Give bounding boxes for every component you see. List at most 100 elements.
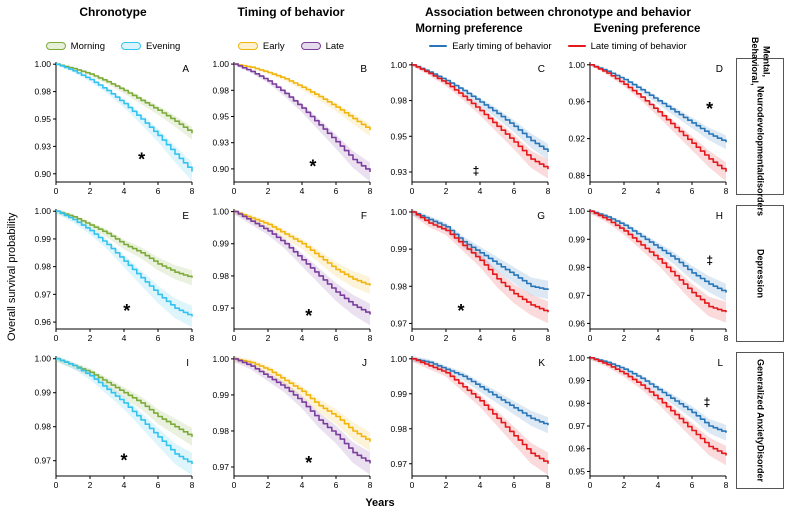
x-tick-label: 0 xyxy=(54,480,59,490)
series-band-early xyxy=(234,356,370,452)
legend-label: Evening xyxy=(145,40,181,52)
row-label-depression: Depression xyxy=(736,205,784,342)
x-tick-label: 6 xyxy=(334,186,339,196)
x-tick-label: 8 xyxy=(190,333,195,343)
x-tick-label: 0 xyxy=(54,186,59,196)
series-band-late-timing-of-behavior xyxy=(412,63,548,179)
subtitle-morning-preference: Morning preference xyxy=(415,22,523,35)
series-line-late-timing-of-behavior xyxy=(412,211,549,313)
x-tick-label: 2 xyxy=(444,186,449,196)
significance-marker: * xyxy=(305,453,312,473)
legend-item-late: Late xyxy=(300,40,345,52)
y-axis-label: Overall survival probability xyxy=(6,212,18,341)
x-tick-label: 2 xyxy=(444,333,449,343)
x-tick-label: 4 xyxy=(656,333,661,343)
panel-G-chart: 1.00 0.99 0.98 0.970 2 4 6 8 G * xyxy=(390,207,550,343)
x-tick-label: 2 xyxy=(622,480,627,490)
series-band-late xyxy=(234,63,370,182)
panel-letter: D xyxy=(716,64,723,75)
x-tick-label: 4 xyxy=(122,480,127,490)
series-line-late-timing-of-behavior xyxy=(590,210,727,313)
x-tick-label: 0 xyxy=(588,186,593,196)
x-tick-label: 0 xyxy=(232,186,237,196)
x-tick-label: 4 xyxy=(478,333,483,343)
series-band-evening xyxy=(56,356,192,476)
y-tick-label: 0.97 xyxy=(212,303,229,313)
panel-I-chart: 1.00 0.99 0.98 0.97 0 2 4 6 8 I * xyxy=(34,354,194,490)
significance-marker: ‡ xyxy=(473,164,480,178)
x-tick-label: 8 xyxy=(368,186,373,196)
series-band-late xyxy=(234,209,370,326)
series-line-late xyxy=(234,358,371,464)
panel-F-chart: 1.00 0.99 0.98 0.97 0 2 4 6 8 F * xyxy=(212,207,373,343)
y-tick-label: 1.00 xyxy=(34,206,51,216)
row-label-mental-behavioral: Mental, Behavioral, Neurodevelopmental d… xyxy=(736,37,784,216)
x-tick-label: 0 xyxy=(588,480,593,490)
panel-letter: G xyxy=(537,211,545,222)
panel-A-chart: 1.00 0.98 0.95 0.93 0.900 2 4 6 8 A * xyxy=(34,59,194,196)
panel-I: 1.00 0.99 0.98 0.97 0 2 4 6 8 I * xyxy=(24,350,202,497)
legend-label: Early timing of behavior xyxy=(452,40,552,52)
series-band-early xyxy=(234,209,370,295)
series-band-early-timing-of-behavior xyxy=(590,209,726,302)
y-tick-label: 1.00 xyxy=(212,354,229,364)
panel-H-chart: 1.00 0.99 0.98 0.97 0.960 2 4 6 8 H ‡ xyxy=(568,206,729,343)
x-tick-label: 4 xyxy=(300,333,305,343)
panel-D: 1.00 0.96 0.92 0.88 0 2 4 6 8 D * xyxy=(558,56,736,203)
series-band-early-timing-of-behavior xyxy=(590,64,726,150)
x-tick-label: 6 xyxy=(334,333,339,343)
panel-letter: K xyxy=(538,358,545,369)
series-line-early xyxy=(234,358,371,442)
series-band-early-timing-of-behavior xyxy=(412,209,548,300)
series-line-morning xyxy=(56,210,193,278)
panel-D-chart: 1.00 0.96 0.92 0.880 2 4 6 8 D * xyxy=(568,60,729,196)
panel-H: 1.00 0.99 0.98 0.97 0.96 0 2 4 6 8 H ‡ xyxy=(558,203,736,350)
significance-marker: * xyxy=(457,301,464,321)
series-band-late-timing-of-behavior xyxy=(590,356,726,466)
y-tick-label: 0.96 xyxy=(568,97,585,107)
panel-letter: B xyxy=(360,64,367,75)
legend-label: Late timing of behavior xyxy=(590,40,687,52)
column-title-timing: Timing of behavior xyxy=(237,5,345,19)
y-tick-label: 0.97 xyxy=(568,290,585,300)
panel-C: 1.00 0.98 0.95 0.93 0 2 4 6 8 C ‡ xyxy=(380,56,558,203)
y-tick-label: 0.93 xyxy=(390,167,407,177)
x-tick-label: 8 xyxy=(368,333,373,343)
y-tick-label: 1.00 xyxy=(34,354,51,364)
y-tick-label: 0.99 xyxy=(34,234,51,244)
y-tick-label: 1.00 xyxy=(568,60,585,70)
series-line-evening xyxy=(56,63,193,172)
legend-item-morning: Morning xyxy=(45,41,105,52)
panel-letter: I xyxy=(186,358,189,369)
y-tick-label: 0.93 xyxy=(212,138,229,148)
y-tick-label: 0.98 xyxy=(568,262,585,272)
panel-letter: L xyxy=(717,358,723,369)
x-tick-label: 8 xyxy=(724,186,729,196)
series-line-late-timing-of-behavior xyxy=(590,357,727,456)
panel-J: 1.00 0.99 0.98 0.97 0 2 4 6 8 J * xyxy=(202,350,380,497)
series-line-late xyxy=(234,210,371,315)
x-tick-label: 8 xyxy=(724,333,729,343)
x-tick-label: 0 xyxy=(232,333,237,343)
y-tick-label: 0.96 xyxy=(568,444,585,454)
panel-L-chart: 1.00 0.99 0.98 0.97 0.96 0.950 2 4 6 8 L ‡ xyxy=(568,353,728,490)
row-label-line: Mental, Behavioral, xyxy=(750,37,772,86)
x-tick-label: 4 xyxy=(656,480,661,490)
x-tick-label: 4 xyxy=(122,333,127,343)
legend-item-early: Early xyxy=(237,40,285,52)
legend-label: Late xyxy=(325,40,345,52)
y-tick-label: 1.00 xyxy=(390,60,407,70)
y-tick-label: 0.98 xyxy=(212,426,229,436)
row-label-line: Generalized Anxiety xyxy=(755,359,766,445)
early-swatch-icon xyxy=(237,42,258,50)
x-tick-label: 6 xyxy=(690,333,695,343)
panel-J-chart: 1.00 0.99 0.98 0.970 2 4 6 8 J * xyxy=(212,354,372,490)
y-tick-label: 0.99 xyxy=(212,390,229,400)
y-tick-label: 0.93 xyxy=(34,141,51,151)
y-tick-label: 0.98 xyxy=(212,85,229,95)
series-band-early-timing-of-behavior xyxy=(412,356,548,434)
legend-label: Early xyxy=(262,40,285,52)
series-band-early-timing-of-behavior xyxy=(590,356,726,441)
panel-B-chart: 1.00 0.98 0.95 0.93 0.90 0 2 4 6 8 B * xyxy=(212,59,373,196)
